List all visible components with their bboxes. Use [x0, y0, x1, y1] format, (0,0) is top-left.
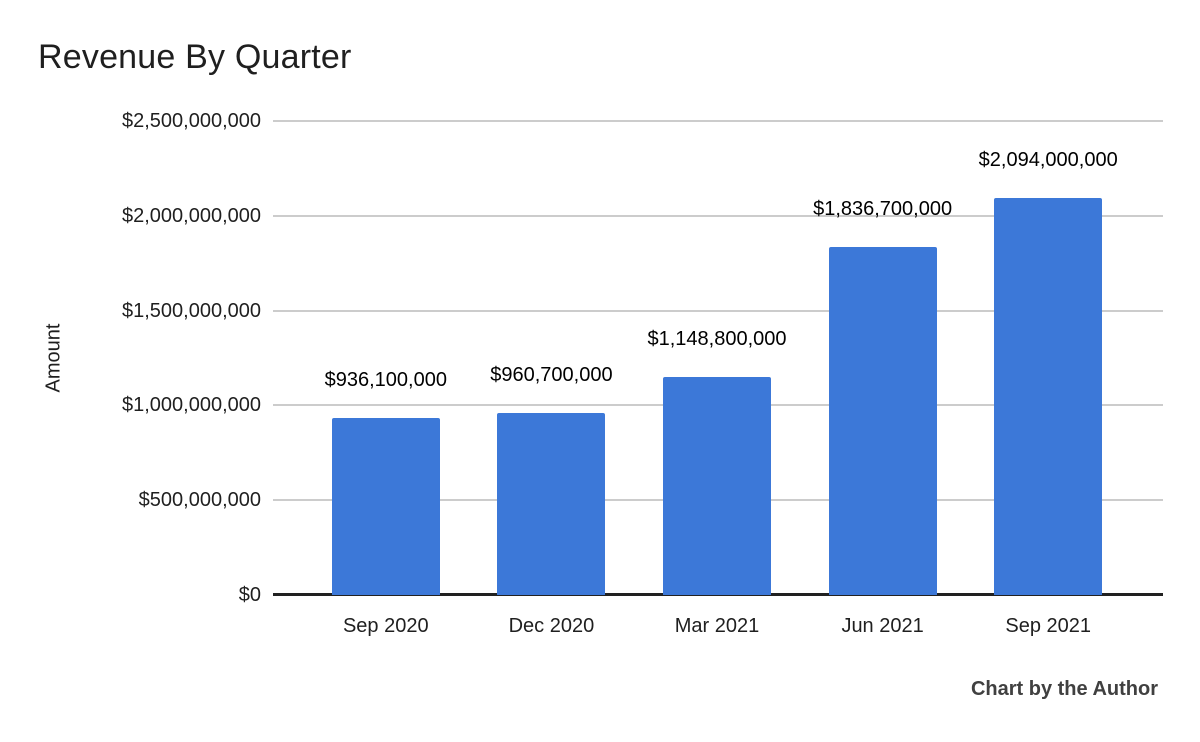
gridline [273, 309, 1163, 312]
bar-value-label: $2,094,000,000 [978, 148, 1118, 171]
bar [994, 197, 1103, 595]
x-tick-label: Sep 2020 [342, 615, 429, 637]
bar [828, 246, 937, 595]
bar [331, 417, 440, 595]
x-tick-label: Dec 2020 [508, 615, 595, 637]
bar-value-label: $936,100,000 [324, 368, 447, 391]
y-tick-label: $2,500,000,000 [121, 110, 261, 132]
bar [497, 412, 606, 595]
y-tick-label: $0 [238, 584, 261, 606]
chart-title: Revenue By Quarter [38, 38, 352, 76]
x-tick-label: Jun 2021 [841, 615, 924, 637]
chart-credit: Chart by the Author [970, 678, 1158, 700]
bar-value-label: $1,836,700,000 [813, 197, 953, 220]
x-tick-label: Mar 2021 [674, 615, 760, 637]
gridline [273, 214, 1163, 217]
y-tick-label: $1,000,000,000 [121, 394, 261, 417]
y-tick-label: $2,000,000,000 [121, 204, 261, 227]
gridline [273, 120, 1163, 122]
bar-value-label: $960,700,000 [490, 363, 613, 386]
y-tick-label: $500,000,000 [138, 489, 261, 512]
x-tick-label: Sep 2021 [1005, 615, 1091, 637]
y-tick-label: $1,500,000,000 [121, 299, 261, 322]
bar [663, 377, 771, 595]
bar-value-label: $1,148,800,000 [647, 328, 787, 351]
